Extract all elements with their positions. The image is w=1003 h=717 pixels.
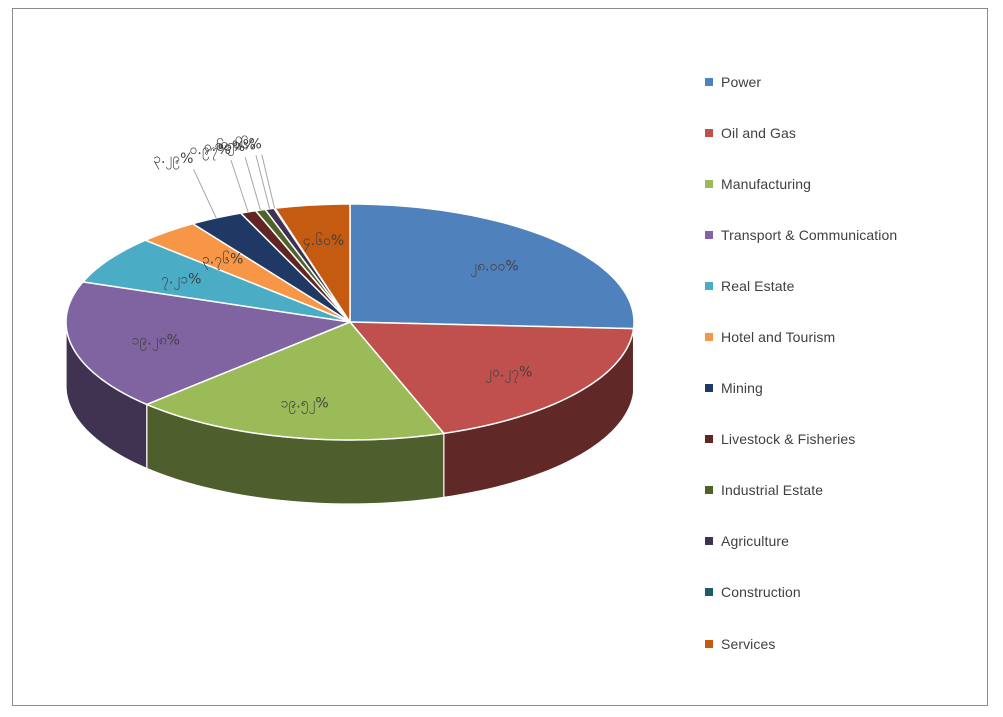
legend-swatch [705, 486, 713, 495]
data-label-oil-and-gas: ၂၀.၂၇% [485, 365, 532, 383]
legend-label: Industrial Estate [721, 482, 824, 499]
data-label-manufacturing: ၁၉.၅၂% [280, 395, 328, 413]
data-label-mining: ၃.၂၉% [153, 151, 193, 169]
leader-line-livestock-and-fisheries [230, 159, 249, 213]
legend-label: Livestock & Fisheries [721, 431, 856, 448]
data-label-construction: ၀.၀၆% [220, 137, 261, 153]
legend-item-services: Services [705, 618, 985, 669]
legend-label: Real Estate [721, 277, 795, 294]
legend-swatch [705, 77, 713, 86]
legend-swatch [705, 128, 713, 137]
legend-label: Power [721, 73, 762, 90]
legend-swatch [705, 281, 713, 290]
legend-swatch [705, 333, 713, 342]
legend-item-industrial-estate: Industrial Estate [705, 465, 985, 516]
data-label-services: ၄.၆၀% [303, 233, 344, 251]
data-label-power: ၂၈.၀၀% [470, 258, 518, 276]
leader-line-agriculture [255, 155, 271, 209]
data-label-real-estate: ၇.၂၁% [161, 271, 201, 289]
legend-label: Agriculture [721, 533, 790, 550]
legend-swatch [705, 537, 713, 546]
leader-line-construction [261, 154, 275, 209]
data-label-livestock-and-fisheries: ၀.၉၇% [190, 142, 231, 160]
legend-item-livestock-and-fisheries: Livestock & Fisheries [705, 414, 985, 465]
legend-swatch [705, 435, 713, 444]
legend-item-oil-and-gas: Oil and Gas [705, 107, 985, 158]
pie-slice-real-estate [82, 239, 351, 323]
legend-swatch [705, 230, 713, 239]
legend-label: Mining [721, 380, 763, 397]
legend-label: Services [721, 635, 776, 652]
legend-item-real-estate: Real Estate [705, 260, 985, 311]
data-label-transport-and-communication: ၁၉.၂၈% [132, 333, 180, 351]
legend-label: Hotel and Tourism [721, 329, 836, 346]
pie-slice-power [349, 203, 635, 330]
pie-slice-transport-and-communication [65, 281, 351, 406]
data-label-agriculture: ၀.၅၆% [215, 137, 256, 155]
pie-slice-manufacturing [146, 321, 445, 441]
legend-item-transport-and-communication: Transport & Communication [705, 209, 985, 260]
legend-label: Oil and Gas [721, 124, 797, 141]
data-label-industrial-estate: ၀.၆၁% [204, 139, 245, 155]
chart-legend: Power Oil and Gas Manufacturing Transport &… [705, 56, 985, 669]
legend-swatch [705, 588, 713, 597]
pie-slice-services [274, 203, 351, 323]
legend-item-hotel-and-tourism: Hotel and Tourism [705, 311, 985, 362]
data-label-hotel-and-tourism: ၃.၇၆% [202, 252, 243, 270]
legend-swatch [705, 384, 713, 393]
leader-line-mining [193, 168, 217, 219]
legend-item-mining: Mining [705, 363, 985, 414]
pie-slice-mining [192, 212, 351, 323]
legend-item-construction: Construction [705, 567, 985, 618]
legend-swatch [705, 639, 713, 648]
legend-item-power: Power [705, 56, 985, 107]
legend-item-manufacturing: Manufacturing [705, 158, 985, 209]
legend-label: Construction [721, 584, 801, 601]
legend-label: Manufacturing [721, 175, 812, 192]
legend-swatch [705, 179, 713, 188]
leader-line-industrial-estate [244, 157, 261, 211]
pie-slice-hotel-and-tourism [144, 222, 351, 323]
legend-item-agriculture: Agriculture [705, 516, 985, 567]
legend-label: Transport & Communication [721, 226, 898, 243]
